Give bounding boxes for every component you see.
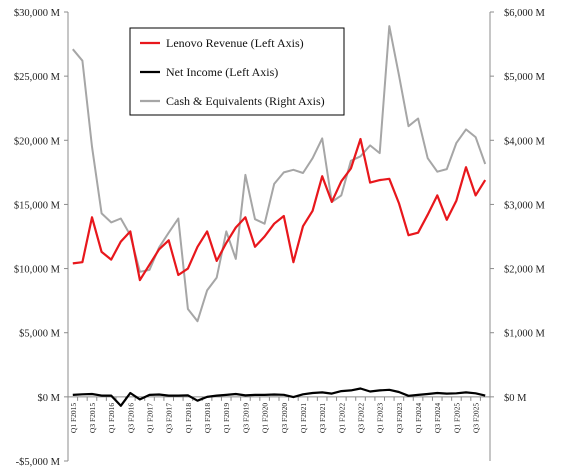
x-tick-label: Q1 F2019 (222, 403, 231, 433)
right-tick-label: $0 M (504, 393, 527, 404)
series-line-net-income (72, 387, 486, 407)
x-tick-label: Q1 F2016 (107, 403, 116, 433)
left-tick-label: $25,000 M (14, 72, 61, 83)
left-tick-label: $15,000 M (14, 200, 61, 211)
legend-label-cash: Cash & Equivalents (Right Axis) (166, 94, 325, 108)
x-tick-label: Q3 F2022 (357, 403, 366, 433)
left-tick-label: -$5,000 M (16, 457, 61, 468)
left-tick-label: $20,000 M (14, 136, 61, 147)
x-tick-label: Q3 F2021 (318, 403, 327, 433)
axes-group: -$5,000 M $0 M $5,000 M $10,000 M $15,000 M $… (14, 8, 546, 468)
x-tick-label: Q1 F2023 (376, 403, 385, 433)
series-line-cash (72, 25, 487, 323)
x-tick-label: Q1 F2024 (414, 403, 423, 433)
x-tick-label: Q1 F2018 (184, 403, 193, 433)
x-tick-label: Q3 F2025 (472, 403, 481, 433)
right-tick-label: $4,000 M (504, 136, 546, 147)
x-tick-label: Q3 F2024 (433, 403, 442, 433)
x-tick-label: Q1 F2015 (69, 403, 78, 433)
x-tick-label: Q3 F2019 (241, 403, 250, 433)
left-tick-label: $5,000 M (19, 329, 61, 340)
left-tick-label: $30,000 M (14, 8, 61, 19)
series-lines (72, 25, 487, 407)
x-tick-label: Q1 F2020 (261, 403, 270, 433)
x-tick-label: Q3 F2017 (165, 403, 174, 433)
right-tick-label: $2,000 M (504, 265, 546, 276)
right-tick-label: $1,000 M (504, 329, 546, 340)
x-tick-label: Q3 F2023 (395, 403, 404, 433)
series-line-revenue (72, 137, 487, 282)
x-tick-label: Q3 F2015 (88, 403, 97, 433)
x-tick-label: Q1 F2025 (452, 403, 461, 433)
x-tick-label: Q3 F2020 (280, 403, 289, 433)
left-tick-label: $0 M (38, 393, 61, 404)
x-tick-label: Q3 F2016 (126, 403, 135, 433)
legend-box (129, 27, 345, 116)
legend: Lenovo Revenue (Left Axis) Net Income (L… (129, 27, 345, 116)
right-tick-label: $3,000 M (504, 200, 546, 211)
x-tick-label: Q3 F2018 (203, 403, 212, 433)
x-tick-label: Q1 F2022 (337, 403, 346, 433)
right-tick-label: $6,000 M (504, 8, 546, 19)
legend-label-net-income: Net Income (Left Axis) (166, 65, 278, 79)
legend-label-revenue: Lenovo Revenue (Left Axis) (166, 36, 304, 50)
x-tick-label: Q1 F2021 (299, 403, 308, 433)
x-tick-label: Q1 F2017 (146, 403, 155, 433)
right-tick-label: $5,000 M (504, 72, 546, 83)
left-tick-label: $10,000 M (14, 265, 61, 276)
